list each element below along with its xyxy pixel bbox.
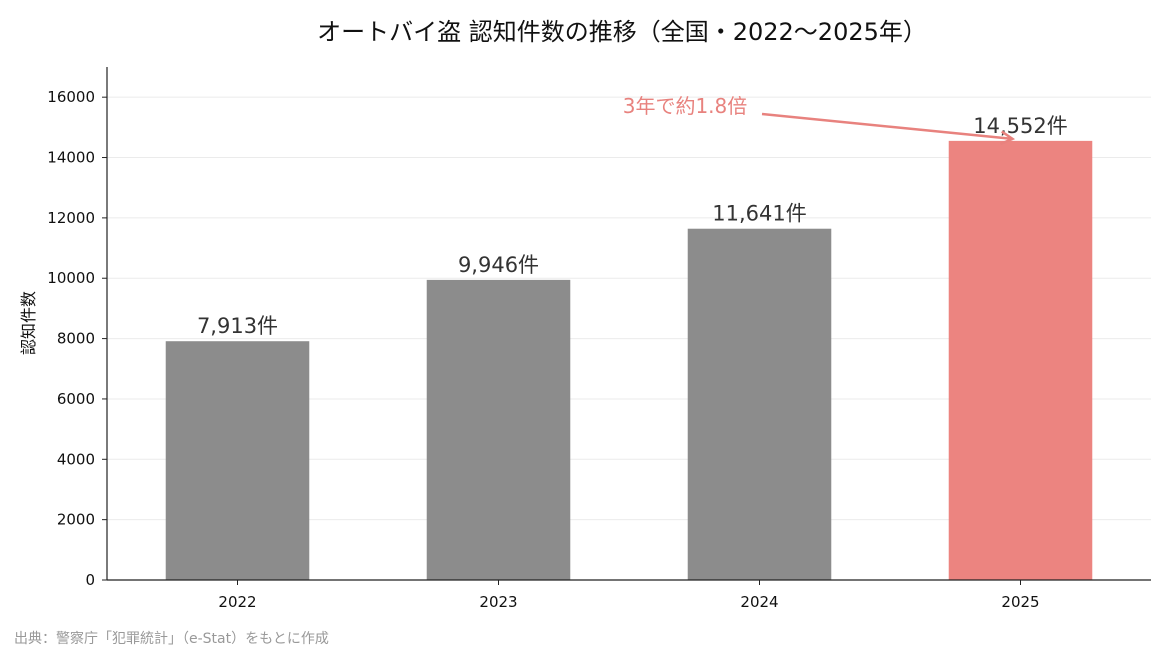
data-label: 9,946件 (458, 253, 539, 277)
bar-2024 (687, 228, 832, 580)
y-tick-label: 14000 (47, 149, 95, 167)
annotation-arrow-head (1000, 130, 1016, 146)
chart-title: オートバイ盗 認知件数の推移（全国・2022〜2025年） (317, 18, 927, 46)
y-tick-label: 12000 (47, 209, 95, 227)
bar-2025 (948, 140, 1093, 580)
y-tick-label: 4000 (57, 450, 95, 468)
data-label: 11,641件 (712, 202, 806, 226)
data-label: 7,913件 (197, 314, 278, 338)
y-tick-label: 6000 (57, 390, 95, 408)
data-labels: 7,913件 9,946件 11,641件 14,552件 (197, 114, 1068, 338)
x-tick-label: 2023 (479, 593, 517, 611)
bar-2022 (165, 341, 310, 580)
x-axis-ticks: 2022 2023 2024 2025 (218, 580, 1040, 611)
y-tick-label: 10000 (47, 269, 95, 287)
y-axis-label: 認知件数 (19, 291, 38, 355)
bars (165, 140, 1093, 580)
y-axis-ticks: 0 2000 4000 6000 8000 10000 12000 14000 16000 (47, 88, 107, 589)
y-tick-label: 0 (85, 571, 95, 589)
x-tick-label: 2025 (1001, 593, 1039, 611)
annotation: 3年で約1.8倍 (623, 94, 1016, 146)
y-tick-label: 8000 (57, 330, 95, 348)
y-tick-label: 2000 (57, 511, 95, 529)
y-tick-label: 16000 (47, 88, 95, 106)
bar-2023 (426, 279, 571, 580)
annotation-arrow-line (761, 112, 1013, 141)
annotation-text: 3年で約1.8倍 (623, 94, 748, 118)
axes (106, 67, 1151, 581)
x-tick-label: 2024 (740, 593, 778, 611)
source-note: 出典：警察庁「犯罪統計」（e-Stat）をもとに作成 (14, 630, 329, 647)
x-tick-label: 2022 (218, 593, 256, 611)
data-label: 14,552件 (973, 114, 1067, 138)
